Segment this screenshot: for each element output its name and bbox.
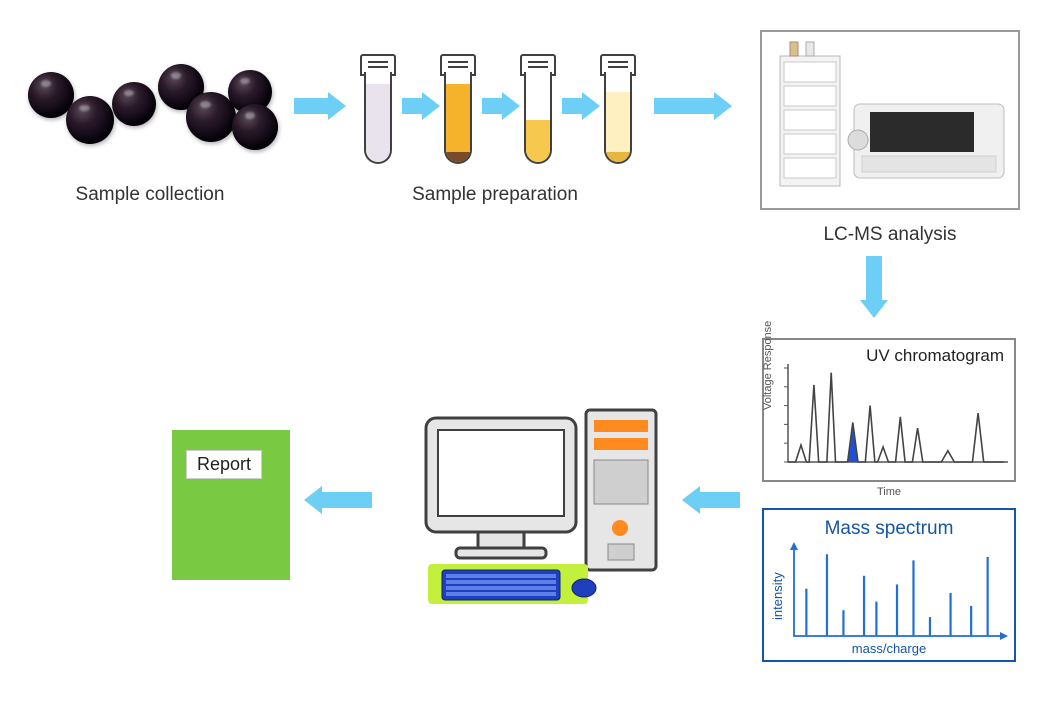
- ms-title: Mass spectrum: [764, 518, 1014, 540]
- lcms-illustration: [762, 32, 1018, 208]
- uv-chromatogram-panel: Voltage Response UV chromatogram Time: [762, 338, 1016, 482]
- label-sample-preparation: Sample preparation: [390, 184, 600, 206]
- berry: [66, 96, 114, 144]
- mass-spectrum-panel: Mass spectrum intensity mass/charge: [762, 508, 1016, 662]
- test-tube: [438, 54, 474, 164]
- lcms-instrument: [760, 30, 1020, 210]
- report-document: Report: [172, 430, 290, 580]
- test-tube: [598, 54, 634, 164]
- ms-xlabel: mass/charge: [764, 641, 1014, 656]
- report-label: Report: [186, 450, 262, 479]
- computer-workstation: [408, 400, 678, 610]
- label-lcms: LC-MS analysis: [800, 224, 980, 246]
- berry: [232, 104, 278, 150]
- uv-title: UV chromatogram: [866, 346, 1004, 366]
- uv-ylabel: Voltage Response: [762, 321, 774, 410]
- label-sample-collection: Sample collection: [50, 184, 250, 206]
- test-tube: [518, 54, 554, 164]
- test-tube: [358, 54, 394, 164]
- uv-xlabel: Time: [764, 486, 1014, 498]
- ms-ylabel: intensity: [770, 572, 785, 620]
- computer-illustration: [408, 400, 678, 610]
- berry: [112, 82, 156, 126]
